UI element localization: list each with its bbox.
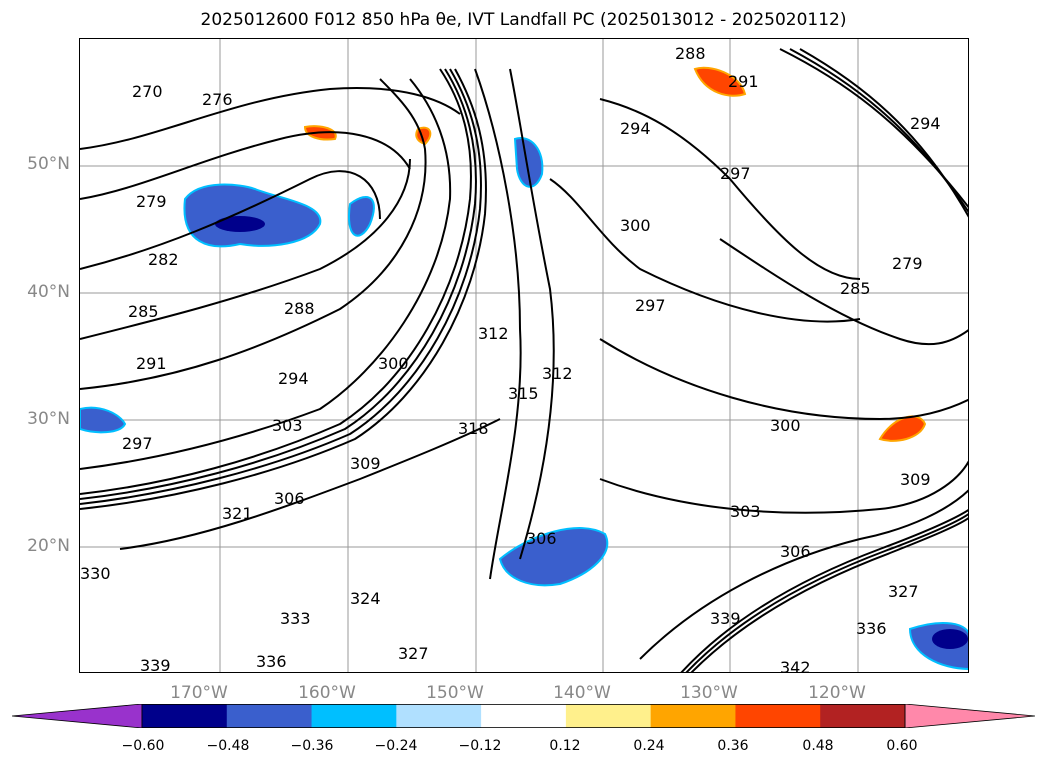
- colorbar-segment: [481, 704, 567, 728]
- colorbar-extend-low: [12, 704, 143, 728]
- colorbar-segment: [226, 704, 313, 728]
- colorbar-segment: [820, 704, 906, 728]
- contour-label: 342: [780, 658, 811, 673]
- chart-title: 2025012600 F012 850 hPa θe, IVT Landfall…: [200, 10, 847, 30]
- contour-label: 327: [398, 644, 429, 663]
- contour-label: 336: [256, 652, 287, 671]
- map-canvas: 270 276 279 282 285 288 291 294 297 300 …: [80, 39, 968, 673]
- contour-label: 303: [272, 416, 303, 435]
- contour-labels: 270 276 279 282 285 288 291 294 297 300 …: [80, 44, 941, 673]
- contour-label: 297: [720, 164, 751, 183]
- map-panel: 270 276 279 282 285 288 291 294 297 300 …: [79, 38, 969, 673]
- lat-label-40n: 40°N: [27, 282, 70, 302]
- colorbar-tick: 0.12: [549, 738, 581, 754]
- contour-label: 327: [888, 582, 919, 601]
- colorbar-segment: [565, 704, 652, 728]
- contour-label: 297: [122, 434, 153, 453]
- lon-label-140w: 140°W: [553, 683, 611, 703]
- lon-label-160w: 160°W: [298, 683, 356, 703]
- contour-label: 306: [526, 529, 557, 548]
- contour-label: 321: [222, 504, 253, 523]
- contour-label: 309: [900, 470, 931, 489]
- lon-label-120w: 120°W: [808, 683, 866, 703]
- contour-label: 276: [202, 90, 233, 109]
- graticule: [80, 39, 968, 672]
- contour-label: 279: [892, 254, 923, 273]
- contour-label: 294: [278, 369, 309, 388]
- ivt-shading: [80, 66, 968, 670]
- contour-label: 279: [136, 192, 167, 211]
- contour-label: 333: [280, 609, 311, 628]
- contour-label: 285: [128, 302, 159, 321]
- colorbar-segment: [142, 704, 228, 728]
- contour-label: 315: [508, 384, 539, 403]
- colorbar-outline: [141, 704, 906, 728]
- lon-label-150w: 150°W: [426, 683, 484, 703]
- contour-label: 297: [635, 296, 666, 315]
- contour-label: 324: [350, 589, 381, 608]
- lat-label-20n: 20°N: [27, 536, 70, 556]
- contour-label: 288: [675, 44, 706, 63]
- colorbar-tick: −0.24: [374, 738, 418, 754]
- colorbar-extend-high: [904, 704, 1035, 728]
- contour-label: 291: [728, 72, 759, 91]
- contour-label: 294: [620, 119, 651, 138]
- contour-label: 288: [284, 299, 315, 318]
- colorbar-segment: [311, 704, 397, 728]
- contour-label: 285: [840, 279, 871, 298]
- lat-label-30n: 30°N: [27, 409, 70, 429]
- colorbar-segment: [735, 704, 821, 728]
- contour-label: 300: [378, 354, 409, 373]
- colorbar-tick: 0.36: [717, 738, 749, 754]
- colorbar-tick: −0.36: [290, 738, 334, 754]
- contour-label: 312: [478, 324, 509, 343]
- colorbar-segment: [396, 704, 482, 728]
- contour-label: 336: [856, 619, 887, 638]
- contour-label: 294: [910, 114, 941, 133]
- contour-label: 318: [458, 419, 489, 438]
- colorbar: [12, 704, 1035, 728]
- contour-label: 339: [140, 656, 171, 673]
- colorbar-tick: 0.60: [886, 738, 918, 754]
- contour-label: 282: [148, 250, 179, 269]
- contour-label: 270: [132, 82, 163, 101]
- contour-label: 306: [274, 489, 305, 508]
- contour-label: 306: [780, 542, 811, 561]
- colorbar-tick: 0.48: [802, 738, 834, 754]
- contour-label: 312: [542, 364, 573, 383]
- theta-e-contours: [80, 48, 968, 672]
- lat-label-50n: 50°N: [27, 154, 70, 174]
- colorbar-tick: −0.48: [206, 738, 250, 754]
- contour-label: 339: [710, 609, 741, 628]
- contour-label: 309: [350, 454, 381, 473]
- colorbar-tick: 0.24: [633, 738, 665, 754]
- contour-label: 330: [80, 564, 111, 583]
- lon-label-170w: 170°W: [170, 683, 228, 703]
- colorbar-segment: [650, 704, 736, 728]
- colorbar-tick: −0.60: [121, 738, 165, 754]
- lon-label-130w: 130°W: [680, 683, 738, 703]
- contour-label: 291: [136, 354, 167, 373]
- contour-label: 300: [620, 216, 651, 235]
- contour-label: 303: [730, 502, 761, 521]
- colorbar-tick: −0.12: [458, 738, 502, 754]
- contour-label: 300: [770, 416, 801, 435]
